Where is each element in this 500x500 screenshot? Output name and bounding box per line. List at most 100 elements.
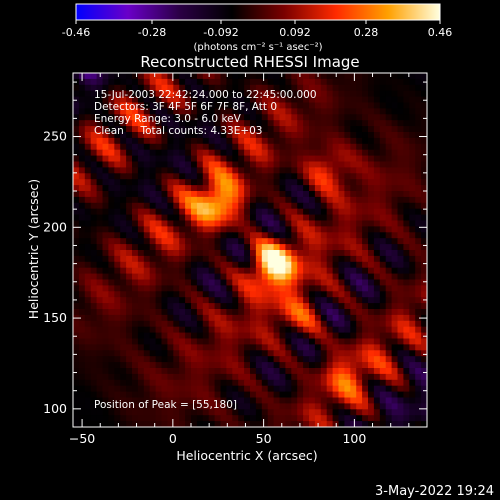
heatmap-cell <box>185 327 192 334</box>
heatmap-cell <box>221 167 228 174</box>
heatmap-cell <box>262 356 269 363</box>
heatmap-cell <box>297 215 304 222</box>
heatmap-cell <box>327 221 334 228</box>
heatmap-cell <box>268 315 275 322</box>
heatmap-cell <box>126 291 133 298</box>
heatmap-cell <box>333 226 340 233</box>
heatmap-cell <box>162 315 169 322</box>
heatmap-cell <box>392 250 399 257</box>
heatmap-cell <box>120 226 127 233</box>
heatmap-cell <box>120 303 127 310</box>
heatmap-cell <box>262 126 269 133</box>
heatmap-cell <box>238 209 245 216</box>
heatmap-cell <box>138 209 145 216</box>
heatmap-cell <box>403 126 410 133</box>
heatmap-cell <box>197 209 204 216</box>
heatmap-cell <box>221 144 228 151</box>
heatmap-cell <box>315 162 322 169</box>
heatmap-cell <box>262 268 269 275</box>
heatmap-cell <box>244 303 251 310</box>
heatmap-cell <box>344 209 351 216</box>
heatmap-cell <box>97 173 104 180</box>
heatmap-cell <box>409 144 416 151</box>
heatmap-cell <box>185 339 192 346</box>
heatmap-cell <box>380 120 387 127</box>
heatmap-cell <box>232 362 239 369</box>
heatmap-cell <box>173 250 180 257</box>
heatmap-cell <box>114 274 121 281</box>
heatmap-cell <box>138 144 145 151</box>
heatmap-cell <box>97 350 104 357</box>
heatmap-cell <box>274 179 281 186</box>
heatmap-cell <box>120 73 127 80</box>
heatmap-cell <box>244 215 251 222</box>
heatmap-cell <box>321 374 328 381</box>
heatmap-cell <box>156 274 163 281</box>
heatmap-cell <box>238 215 245 222</box>
heatmap-cell <box>280 344 287 351</box>
heatmap-cell <box>120 339 127 346</box>
heatmap-cell <box>256 156 263 163</box>
heatmap-cell <box>103 215 110 222</box>
heatmap-cell <box>268 179 275 186</box>
heatmap-cell <box>197 291 204 298</box>
heatmap-cell <box>374 91 381 98</box>
heatmap-cell <box>250 285 257 292</box>
heatmap-cell <box>362 392 369 399</box>
heatmap-cell <box>197 344 204 351</box>
heatmap-cell <box>203 232 210 239</box>
heatmap-cell <box>356 150 363 157</box>
heatmap-cell <box>179 291 186 298</box>
heatmap-cell <box>321 250 328 257</box>
heatmap-cell <box>203 221 210 228</box>
heatmap-cell <box>285 268 292 275</box>
heatmap-cell <box>403 203 410 210</box>
heatmap-cell <box>132 350 139 357</box>
heatmap-cell <box>120 309 127 316</box>
heatmap-cell <box>103 291 110 298</box>
heatmap-cell <box>262 280 269 287</box>
heatmap-cell <box>280 392 287 399</box>
heatmap-cell <box>291 144 298 151</box>
heatmap-cell <box>350 333 357 340</box>
heatmap-cell <box>392 144 399 151</box>
heatmap-cell <box>386 162 393 169</box>
heatmap-cell <box>114 232 121 239</box>
heatmap-cell <box>274 368 281 375</box>
heatmap-cell <box>173 191 180 198</box>
heatmap-cell <box>268 197 275 204</box>
heatmap-cell <box>262 179 269 186</box>
heatmap-cell <box>238 221 245 228</box>
heatmap-cell <box>162 156 169 163</box>
heatmap-cell <box>191 238 198 245</box>
heatmap-cell <box>256 238 263 245</box>
heatmap-cell <box>333 268 340 275</box>
heatmap-cell <box>309 226 316 233</box>
heatmap-cell <box>167 333 174 340</box>
heatmap-cell <box>339 221 346 228</box>
heatmap-cell <box>398 162 405 169</box>
heatmap-cell <box>344 238 351 245</box>
heatmap-cell <box>173 79 180 86</box>
heatmap-cell <box>344 297 351 304</box>
heatmap-cell <box>321 215 328 222</box>
heatmap-cell <box>415 291 422 298</box>
heatmap-cell <box>291 221 298 228</box>
heatmap-cell <box>244 285 251 292</box>
heatmap-cell <box>103 327 110 334</box>
heatmap-cell <box>374 380 381 387</box>
heatmap-cell <box>132 215 139 222</box>
heatmap-cell <box>85 356 92 363</box>
heatmap-cell <box>138 309 145 316</box>
heatmap-cell <box>244 386 251 393</box>
heatmap-cell <box>285 350 292 357</box>
heatmap-cell <box>291 185 298 192</box>
heatmap-cell <box>85 132 92 139</box>
heatmap-cell <box>368 203 375 210</box>
heatmap-cell <box>144 197 151 204</box>
heatmap-cell <box>91 415 98 422</box>
heatmap-cell <box>274 144 281 151</box>
heatmap-cell <box>150 285 157 292</box>
heatmap-cell <box>167 144 174 151</box>
heatmap-cell <box>185 274 192 281</box>
